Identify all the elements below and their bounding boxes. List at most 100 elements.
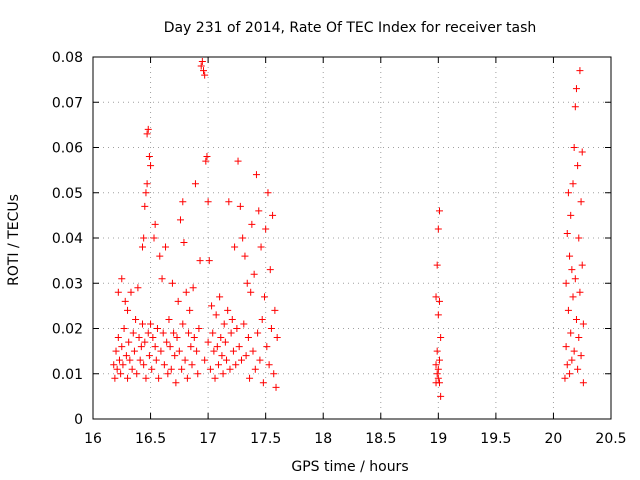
y-tick-label: 0 (74, 412, 83, 428)
data-point (118, 275, 126, 283)
data-point (160, 361, 168, 369)
data-point (434, 311, 442, 319)
x-axis-label: GPS time / hours (291, 459, 408, 475)
data-point (155, 374, 163, 382)
data-point (172, 379, 180, 387)
data-point (566, 252, 574, 260)
x-tick-label: 20 (545, 431, 563, 447)
data-point (201, 356, 209, 364)
data-point (214, 361, 222, 369)
data-point (219, 370, 227, 378)
data-point (242, 352, 250, 360)
data-point (178, 365, 186, 373)
data-point (271, 306, 279, 314)
data-point (435, 379, 443, 387)
data-point (570, 347, 578, 355)
data-point (567, 211, 575, 219)
data-point (166, 343, 174, 351)
data-point (569, 293, 577, 301)
data-point (124, 306, 132, 314)
data-point (258, 315, 266, 323)
data-point (432, 293, 440, 301)
data-point (180, 239, 188, 247)
data-point (576, 67, 584, 75)
data-point (220, 320, 228, 328)
data-point (188, 361, 196, 369)
data-point (237, 356, 245, 364)
data-point (204, 198, 212, 206)
data-point (241, 252, 249, 260)
data-point (231, 243, 239, 251)
data-point (183, 374, 191, 382)
data-point (435, 207, 443, 215)
data-point (185, 329, 193, 337)
data-point (138, 320, 146, 328)
y-tick-label: 0.03 (52, 276, 83, 292)
data-point (265, 361, 273, 369)
data-point (159, 329, 167, 337)
data-point (171, 352, 179, 360)
data-point (203, 153, 211, 161)
x-tick-label: 20.5 (595, 431, 626, 447)
x-tick-label: 16.5 (135, 431, 166, 447)
data-point (119, 361, 127, 369)
data-point (144, 125, 152, 133)
data-point (189, 284, 197, 292)
data-points (110, 58, 587, 400)
data-point (261, 293, 269, 301)
data-point (140, 234, 148, 242)
data-point (217, 334, 225, 342)
data-point (149, 334, 157, 342)
data-point (158, 275, 166, 283)
data-point (205, 257, 213, 265)
data-point (204, 338, 212, 346)
data-point (164, 370, 172, 378)
data-point (206, 365, 214, 373)
x-tick-label: 18.5 (365, 431, 396, 447)
data-point (193, 347, 201, 355)
y-tick-label: 0.06 (52, 141, 83, 157)
data-point (561, 374, 569, 382)
data-point (579, 320, 587, 328)
data-point (434, 365, 442, 373)
data-point (437, 392, 445, 400)
data-point (577, 198, 585, 206)
data-point (578, 148, 586, 156)
data-point (114, 334, 122, 342)
data-point (120, 325, 128, 332)
data-point (567, 329, 575, 337)
data-point (574, 365, 582, 373)
y-axis-label: ROTI / TECUs (6, 194, 22, 286)
chart-title: Day 231 of 2014, Rate Of TEC Index for r… (164, 20, 537, 36)
data-point (165, 315, 173, 323)
data-point (190, 334, 198, 342)
data-point (181, 356, 189, 364)
data-point (244, 334, 252, 342)
data-point (134, 284, 142, 292)
data-point (135, 334, 143, 342)
data-point (153, 325, 161, 332)
data-point (254, 329, 262, 337)
axis-ticks: 16 16.5 17 17.5 18 18.5 19 19.5 20 20.5 0 0.01 0.02 0… (52, 50, 627, 447)
data-point (173, 334, 181, 342)
data-point (151, 343, 159, 351)
data-point (434, 374, 442, 382)
data-point (433, 370, 441, 378)
data-point (130, 347, 138, 355)
data-point (198, 58, 206, 66)
data-point (175, 347, 183, 355)
data-point (562, 279, 570, 287)
x-tick-label: 17.5 (250, 431, 281, 447)
data-point (234, 157, 242, 165)
data-point (257, 243, 265, 251)
data-point (191, 180, 199, 188)
data-point (212, 311, 220, 319)
data-point (112, 347, 120, 355)
data-point (252, 171, 260, 179)
y-tick-label: 0.02 (52, 322, 83, 338)
data-point (270, 370, 278, 378)
data-point (273, 334, 281, 342)
data-point (176, 216, 184, 224)
data-point (142, 189, 150, 197)
y-tick-label: 0.08 (52, 50, 83, 66)
